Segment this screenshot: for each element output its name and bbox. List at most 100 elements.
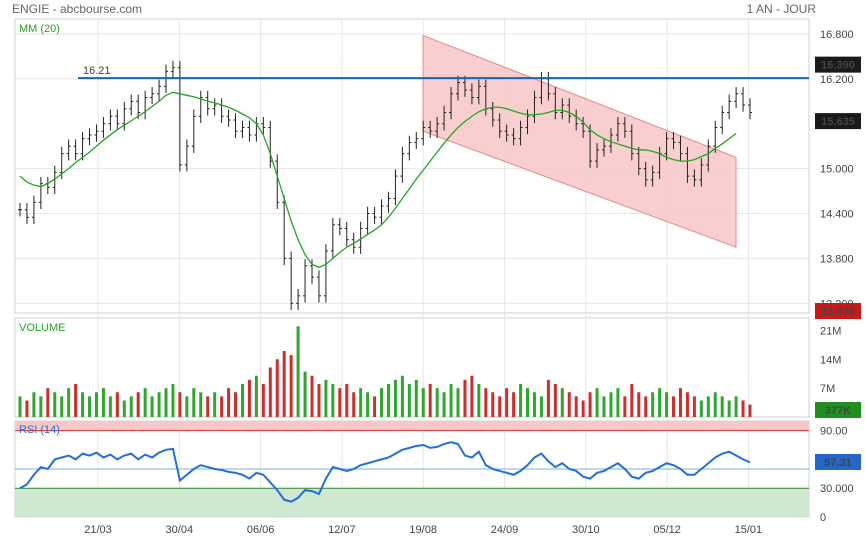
current-price-tag-bg [815,113,861,130]
price-tick-label: 14.400 [820,209,854,221]
volume-bar [526,388,530,417]
volume-bar [449,384,453,417]
x-tick-label: 30/10 [572,524,600,536]
volume-bar [129,396,133,417]
volume-bar [609,392,613,417]
rsi-panel-label: RSI (14) [19,424,60,436]
volume-bar [651,392,655,417]
volume-bar [67,388,71,417]
volume-bar [366,392,370,417]
chart-period: 1 AN - JOUR [746,2,816,16]
volume-bar [519,384,523,417]
volume-current-tag: 377K [825,405,851,417]
volume-bar [484,388,488,417]
volume-bar [463,379,467,417]
volume-bar [46,388,50,417]
volume-bar [296,326,300,417]
volume-bar [199,392,203,417]
volume-bar [553,384,557,417]
volume-bar [567,392,571,417]
volume-bar [81,392,85,417]
volume-bar [623,396,627,417]
volume-bar [692,396,696,417]
volume-bar [588,392,592,417]
volume-bar [53,392,57,417]
volume-bar [185,396,189,417]
volume-bar [727,400,731,417]
rsi-tick-label: 0 [820,512,826,524]
volume-bar [88,396,92,417]
x-tick-label: 19/08 [409,524,437,536]
volume-bar [491,392,495,417]
volume-bar [713,392,717,417]
volume-bar [435,388,439,417]
volume-bar [317,384,321,417]
volume-bar [720,396,724,417]
rsi-oversold-zone [15,488,809,517]
volume-bar [386,384,390,417]
volume-bar [122,400,126,417]
volume-bar [178,392,182,417]
volume-bar [678,388,682,417]
min-price-tag-bg [815,303,861,319]
resistance-label: 16.21 [83,65,111,77]
volume-bar [393,379,397,417]
chart-title: ENGIE - abcbourse.com [12,2,143,16]
volume-bar [261,384,265,417]
moving-average-line [19,91,737,269]
volume-bar [532,392,536,417]
volume-bar [352,392,356,417]
volume-bar [637,392,641,417]
volume-bar [665,392,669,417]
volume-bar [74,384,78,417]
volume-bar [60,396,64,417]
volume-bar [345,384,349,417]
rsi-line [19,441,751,503]
volume-bar [227,388,231,417]
volume-bar [359,388,363,417]
volume-bar [442,392,446,417]
price-tick-label: 15.000 [820,164,854,176]
rsi-current-tag: 57.31 [824,457,852,469]
volume-bar [275,359,279,417]
volume-bar [644,396,648,417]
volume-bar [289,355,293,417]
rsi-tick-label: 30.000 [820,483,854,495]
resistance-value-tag-bg [815,56,861,73]
volume-bar [560,388,564,417]
volume-bar [157,392,161,417]
volume-bar [630,384,634,417]
volume-bar [498,396,502,417]
volume-bar [539,396,543,417]
x-tick-label: 15/01 [735,524,763,536]
rsi-overbought-zone [15,421,809,431]
volume-bar [602,396,606,417]
volume-bar [108,396,112,417]
volume-bar [254,375,258,417]
volume-bar [143,388,147,417]
ma-panel-label: MM (20) [19,23,60,35]
volume-bar [234,392,238,417]
volume-bar [136,392,140,417]
price-tick-label: 13.800 [820,253,854,265]
volume-bar [421,388,425,417]
volume-bar [115,392,119,417]
volume-bar [414,379,418,417]
x-tick-label: 30/04 [166,524,194,536]
volume-bar [171,384,175,417]
volume-bar [685,392,689,417]
volume-bar [470,375,474,417]
volume-bar [150,396,154,417]
volume-bar [477,384,481,417]
x-tick-label: 24/09 [491,524,519,536]
price-tick-label: 16.200 [820,74,854,86]
volume-bar [741,400,745,417]
volume-bar [699,400,703,417]
volume-bar [338,388,342,417]
volume-bar [734,396,738,417]
resistance-value-tag: 16.390 [821,60,855,72]
volume-bar [456,388,460,417]
volume-bar [658,388,662,417]
rsi-current-tag-bg [815,453,861,470]
volume-bar [282,351,286,417]
